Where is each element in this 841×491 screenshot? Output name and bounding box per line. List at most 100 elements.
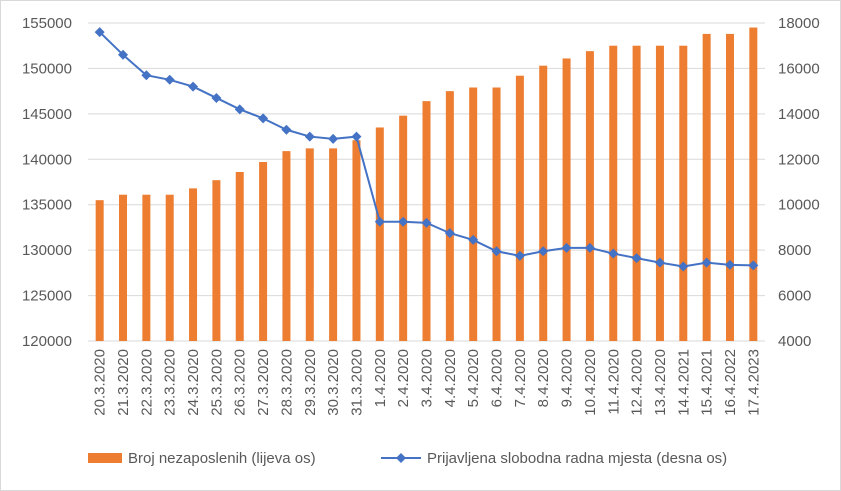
bar bbox=[749, 27, 758, 342]
legend-line-label: Prijavljena slobodna radna mjesta (desna… bbox=[427, 450, 727, 467]
right-tick-label: 4000 bbox=[778, 333, 811, 350]
right-tick-label: 16000 bbox=[778, 60, 820, 77]
right-tick-label: 12000 bbox=[778, 151, 820, 168]
bar bbox=[165, 194, 174, 341]
line-marker bbox=[141, 70, 152, 81]
bar bbox=[189, 188, 198, 341]
line-marker bbox=[538, 246, 549, 257]
line-marker bbox=[444, 228, 455, 239]
x-tick-label: 12.4.2020 bbox=[629, 349, 646, 416]
bar bbox=[515, 75, 524, 341]
x-axis-ticks: 20.3.2020 21.3.2020 22.3.2020 23.3.2020 24.3… bbox=[92, 349, 763, 416]
bar bbox=[235, 172, 244, 341]
x-tick-label: 11.4.2020 bbox=[605, 349, 622, 415]
left-tick-label: 130000 bbox=[22, 242, 72, 259]
line-marker bbox=[631, 253, 642, 264]
bar bbox=[632, 45, 641, 341]
bar bbox=[329, 148, 338, 341]
x-tick-label: 29.3.2020 bbox=[302, 349, 319, 416]
bar bbox=[282, 151, 291, 341]
x-tick-label: 24.3.2020 bbox=[185, 349, 202, 416]
x-tick-label: 17.4.2023 bbox=[745, 349, 762, 416]
left-tick-label: 125000 bbox=[22, 288, 72, 305]
x-tick-label: 14.4.2021 bbox=[675, 349, 692, 416]
legend-bar-swatch bbox=[88, 453, 122, 463]
x-tick-label: 23.3.2020 bbox=[162, 349, 179, 416]
left-axis-ticks: 120000 125000 130000 135000 140000 145000 1500… bbox=[22, 15, 72, 350]
left-tick-label: 135000 bbox=[22, 197, 72, 214]
right-tick-label: 10000 bbox=[778, 197, 820, 214]
line-marker bbox=[491, 246, 502, 257]
bar bbox=[562, 58, 571, 341]
line-marker bbox=[561, 242, 572, 253]
bar-series bbox=[95, 27, 758, 342]
line-marker bbox=[211, 92, 222, 103]
line-marker bbox=[164, 74, 175, 85]
x-tick-label: 31.3.2020 bbox=[348, 349, 365, 416]
right-tick-label: 18000 bbox=[778, 15, 820, 32]
bar bbox=[679, 45, 688, 341]
x-tick-label: 16.4.2022 bbox=[722, 349, 739, 416]
bar bbox=[142, 194, 151, 341]
line-marker bbox=[678, 261, 689, 272]
right-tick-label: 14000 bbox=[778, 106, 820, 123]
bar bbox=[399, 115, 408, 341]
bar bbox=[702, 33, 711, 341]
bar bbox=[95, 200, 104, 341]
line-marker bbox=[608, 248, 619, 259]
right-axis-ticks: 4000 6000 8000 10000 12000 14000 16000 18000 bbox=[778, 15, 820, 350]
legend-line-marker bbox=[396, 453, 406, 463]
line-marker bbox=[281, 124, 292, 135]
bar bbox=[445, 91, 454, 342]
x-tick-label: 8.4.2020 bbox=[535, 349, 552, 407]
x-tick-label: 20.3.2020 bbox=[92, 349, 109, 416]
right-tick-label: 8000 bbox=[778, 242, 811, 259]
bar bbox=[375, 127, 384, 341]
line-marker bbox=[584, 242, 595, 253]
x-tick-label: 25.3.2020 bbox=[208, 349, 225, 416]
line-marker bbox=[234, 104, 245, 115]
left-tick-label: 120000 bbox=[22, 333, 72, 350]
x-tick-label: 3.4.2020 bbox=[419, 349, 436, 407]
left-tick-label: 140000 bbox=[22, 151, 72, 168]
bar bbox=[609, 45, 618, 341]
bar bbox=[352, 140, 361, 341]
x-tick-label: 22.3.2020 bbox=[138, 349, 155, 416]
x-tick-label: 10.4.2020 bbox=[582, 349, 599, 416]
line-marker bbox=[328, 133, 339, 144]
x-tick-label: 28.3.2020 bbox=[278, 349, 295, 416]
x-tick-label: 27.3.2020 bbox=[255, 349, 272, 416]
line-marker bbox=[94, 27, 105, 38]
line-marker bbox=[421, 217, 432, 228]
line-marker bbox=[304, 131, 315, 142]
bar bbox=[585, 51, 594, 342]
bar bbox=[119, 194, 128, 341]
line-marker bbox=[351, 131, 362, 142]
line-marker bbox=[374, 216, 385, 227]
bar bbox=[212, 180, 221, 341]
x-tick-label: 5.4.2020 bbox=[465, 349, 482, 407]
bar bbox=[469, 87, 478, 341]
x-tick-label: 15.4.2021 bbox=[699, 349, 716, 416]
line-marker bbox=[468, 234, 479, 245]
bar bbox=[305, 148, 314, 341]
x-tick-label: 26.3.2020 bbox=[232, 349, 249, 416]
bar bbox=[259, 162, 268, 341]
left-tick-label: 145000 bbox=[22, 106, 72, 123]
x-tick-label: 2.4.2020 bbox=[395, 349, 412, 407]
bar bbox=[539, 65, 548, 342]
legend-bar-label: Broj nezaposlenih (lijeva os) bbox=[128, 450, 316, 467]
bar bbox=[492, 87, 501, 341]
x-tick-label: 9.4.2020 bbox=[559, 349, 576, 407]
x-tick-label: 4.4.2020 bbox=[442, 349, 459, 407]
line-marker bbox=[188, 81, 199, 92]
x-tick-label: 21.3.2020 bbox=[115, 349, 132, 416]
x-tick-label: 13.4.2020 bbox=[652, 349, 669, 416]
x-tick-label: 30.3.2020 bbox=[325, 349, 342, 416]
left-tick-label: 150000 bbox=[22, 60, 72, 77]
x-tick-label: 7.4.2020 bbox=[512, 349, 529, 407]
left-tick-label: 155000 bbox=[22, 15, 72, 32]
bar bbox=[655, 45, 664, 341]
